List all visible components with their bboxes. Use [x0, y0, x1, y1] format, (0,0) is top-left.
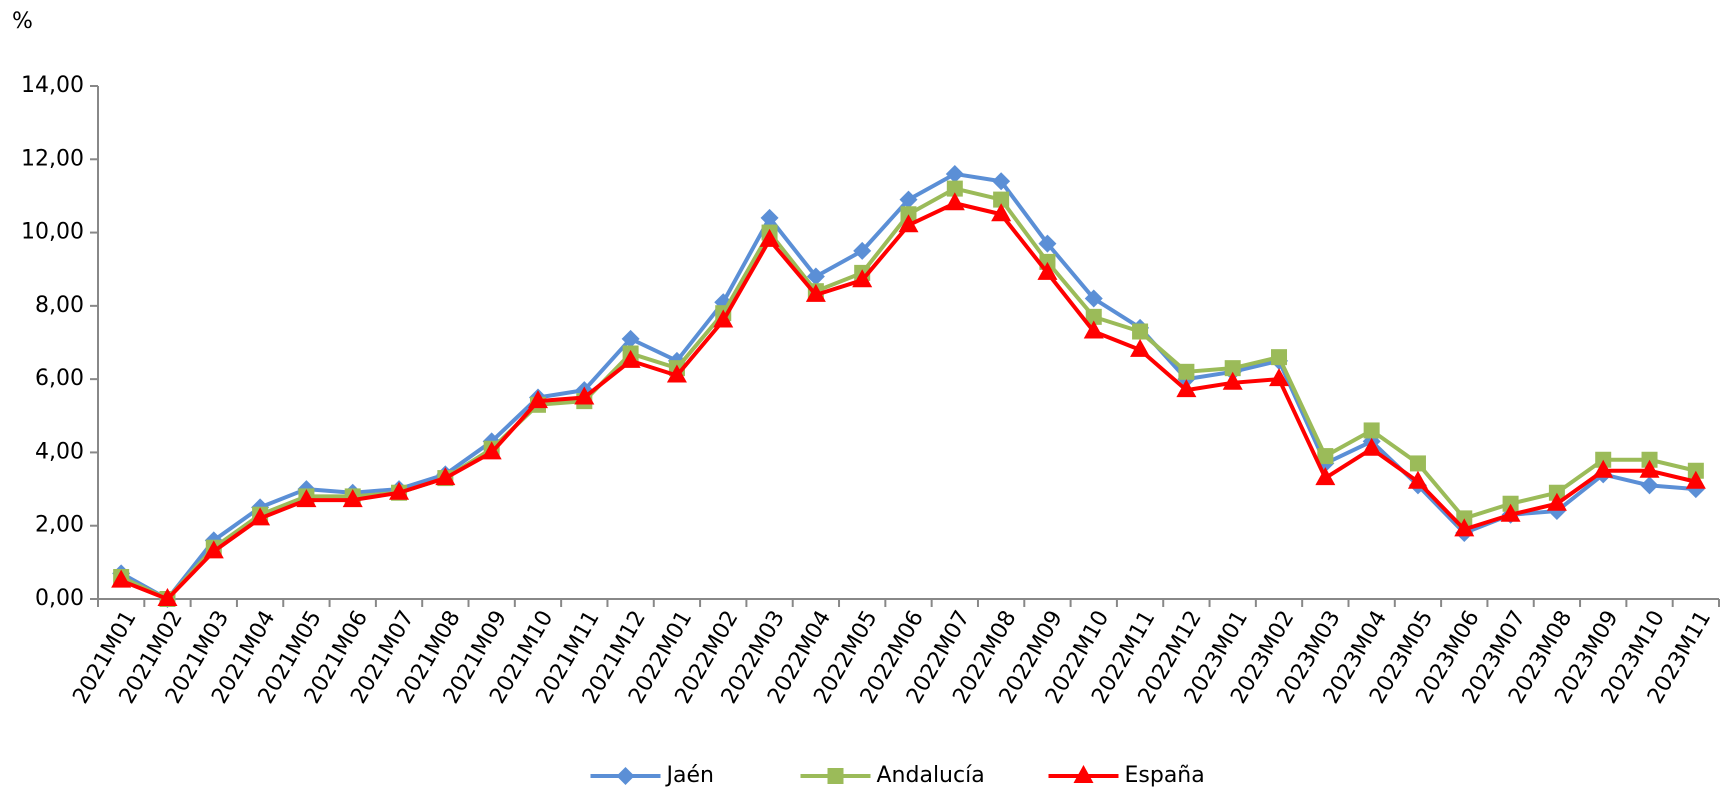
marker	[898, 214, 919, 233]
legend: Jaén Andalucía España	[590, 763, 1205, 788]
series-line	[120, 201, 1697, 601]
marker	[993, 191, 1010, 208]
marker	[1037, 261, 1058, 280]
marker	[111, 569, 132, 588]
y-tick-label: 14,00	[21, 73, 84, 98]
marker	[805, 283, 826, 302]
marker	[1269, 368, 1290, 387]
marker	[1084, 289, 1103, 308]
marker	[1546, 492, 1567, 511]
marker	[946, 180, 963, 197]
marker	[1271, 349, 1288, 366]
marker	[1363, 422, 1380, 439]
y-tick-label: 8,00	[35, 293, 84, 318]
marker	[620, 349, 641, 368]
marker	[527, 390, 548, 409]
marker	[389, 481, 410, 500]
marker	[1178, 363, 1195, 380]
y-tick-label: 6,00	[35, 366, 84, 391]
marker	[342, 489, 363, 508]
marker	[1317, 448, 1334, 465]
y-tick-label: 4,00	[35, 439, 84, 464]
marker	[435, 467, 456, 486]
marker	[1222, 371, 1243, 390]
marker	[991, 203, 1012, 222]
marker	[1640, 476, 1659, 495]
marker	[806, 267, 825, 286]
marker	[1409, 455, 1426, 472]
y-unit: %	[12, 9, 33, 34]
y-tick-label: 12,00	[21, 146, 84, 171]
marker	[1176, 379, 1197, 398]
marker	[1085, 308, 1102, 325]
marker	[1083, 320, 1104, 339]
marker	[853, 241, 872, 260]
marker	[1361, 437, 1382, 456]
marker	[759, 228, 780, 247]
marker	[1407, 470, 1428, 489]
marker	[621, 329, 640, 348]
marker	[1639, 459, 1660, 478]
series-line	[120, 186, 1697, 601]
marker	[1593, 459, 1614, 478]
marker	[1224, 360, 1241, 377]
marker	[1315, 467, 1336, 486]
y-tick-label: 10,00	[21, 220, 84, 245]
marker	[944, 192, 965, 211]
legend-label: Jaén	[665, 763, 714, 788]
legend-marker	[827, 768, 844, 784]
marker	[1038, 234, 1057, 253]
marker	[1130, 338, 1151, 357]
marker	[899, 190, 918, 209]
marker	[1454, 518, 1475, 537]
y-tick-label: 2,00	[35, 513, 84, 538]
marker	[1685, 470, 1706, 489]
legend-marker	[616, 767, 635, 785]
legend-label: España	[1125, 763, 1205, 788]
marker	[296, 489, 317, 508]
marker	[157, 588, 178, 606]
marker	[203, 540, 224, 559]
marker	[713, 309, 734, 328]
marker	[1500, 503, 1521, 522]
marker	[666, 364, 687, 383]
marker	[945, 164, 964, 183]
legend-marker	[1073, 765, 1094, 783]
y-tick-label: 0,00	[35, 586, 84, 611]
legend-label: Andalucía	[877, 763, 985, 788]
marker	[760, 208, 779, 227]
marker	[574, 386, 595, 405]
marker	[992, 172, 1011, 191]
marker	[1132, 323, 1149, 340]
marker	[250, 507, 271, 526]
marker	[481, 441, 502, 460]
marker	[852, 269, 873, 288]
